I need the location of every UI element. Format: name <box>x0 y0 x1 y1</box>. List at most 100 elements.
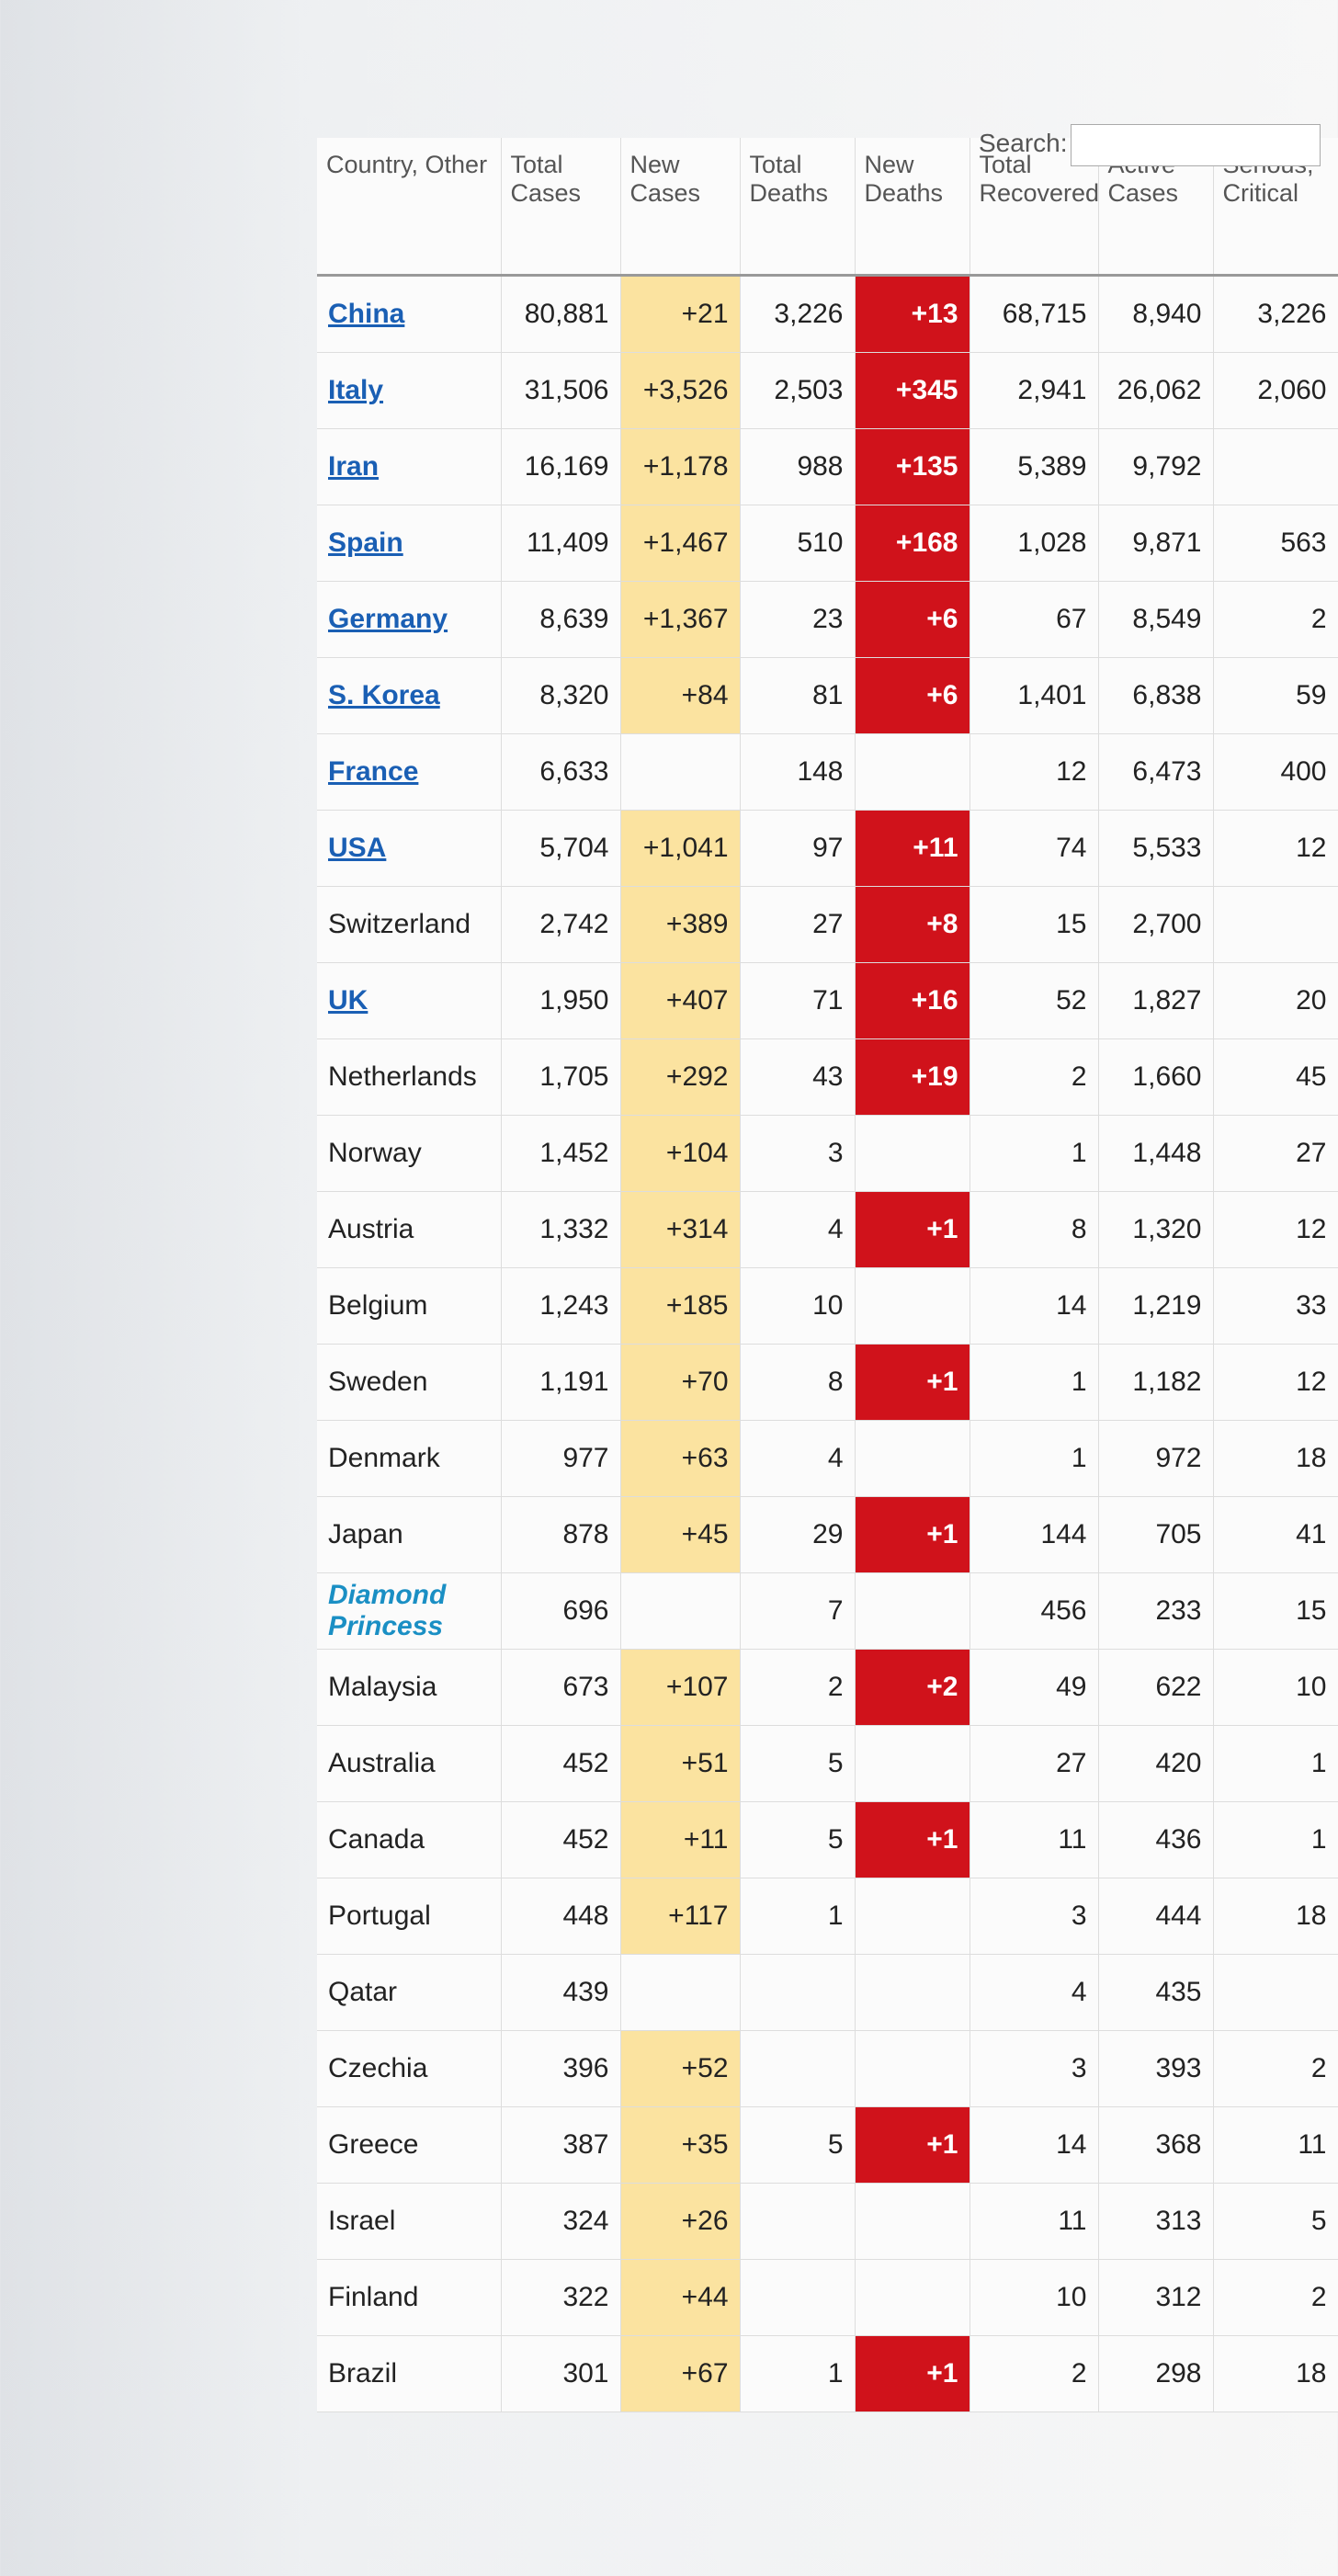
data-cell: 45 <box>1213 1038 1338 1116</box>
table-row: Japan 878 +45 29 +1 144 705 41 <box>317 1496 1338 1573</box>
table-row: Finland 322 +44 10 312 2 <box>317 2259 1338 2336</box>
table-row: Germany 8,639 +1,367 23 +6 67 8,549 2 <box>317 581 1338 658</box>
country-cell[interactable]: Germany <box>317 581 502 658</box>
data-cell: 8,639 <box>501 581 621 658</box>
data-cell: 23 <box>740 581 856 658</box>
data-cell: 420 <box>1098 1725 1214 1802</box>
data-cell: +1 <box>855 1496 970 1573</box>
country-cell[interactable]: France <box>317 733 502 811</box>
data-cell <box>855 733 970 811</box>
country-cell[interactable]: Iran <box>317 428 502 505</box>
data-cell: 68,715 <box>969 275 1099 353</box>
data-cell: 144 <box>969 1496 1099 1573</box>
data-cell: 97 <box>740 810 856 887</box>
data-cell: +67 <box>620 2335 741 2412</box>
data-cell: 8,940 <box>1098 275 1214 353</box>
data-cell: 673 <box>501 1649 621 1726</box>
data-cell: 324 <box>501 2183 621 2260</box>
data-cell: 444 <box>1098 1878 1214 1955</box>
table-row: USA 5,704 +1,041 97 +11 74 5,533 12 <box>317 810 1338 887</box>
data-cell: 322 <box>501 2259 621 2336</box>
data-cell: 2,700 <box>1098 886 1214 963</box>
country-cell: Portugal <box>317 1878 502 1955</box>
data-cell: 1 <box>1213 1725 1338 1802</box>
data-cell: 20 <box>1213 962 1338 1039</box>
data-cell: 12 <box>1213 810 1338 887</box>
data-cell: 1 <box>1213 1801 1338 1878</box>
data-cell: 27 <box>740 886 856 963</box>
data-cell: 1 <box>969 1344 1099 1421</box>
column-header[interactable]: New Cases <box>620 138 741 277</box>
country-cell[interactable]: Italy <box>317 352 502 429</box>
data-cell: 1,827 <box>1098 962 1214 1039</box>
data-cell: 59 <box>1213 657 1338 734</box>
data-cell: 71 <box>740 962 856 1039</box>
country-cell: Brazil <box>317 2335 502 2412</box>
data-cell: 6,838 <box>1098 657 1214 734</box>
data-cell: 7 <box>740 1572 856 1650</box>
data-cell: 2 <box>969 2335 1099 2412</box>
table-row: UK 1,950 +407 71 +16 52 1,827 20 <box>317 962 1338 1039</box>
search-input[interactable] <box>1071 124 1321 166</box>
country-cell: Qatar <box>317 1954 502 2031</box>
column-header[interactable]: New Deaths <box>855 138 970 277</box>
data-cell: 41 <box>1213 1496 1338 1573</box>
data-cell: 298 <box>1098 2335 1214 2412</box>
column-header[interactable]: Total Cases <box>501 138 621 277</box>
country-cell[interactable]: Diamond Princess <box>317 1572 502 1650</box>
country-cell[interactable]: S. Korea <box>317 657 502 734</box>
country-cell: Canada <box>317 1801 502 1878</box>
data-cell: 2,941 <box>969 352 1099 429</box>
data-cell: 3,226 <box>1213 275 1338 353</box>
data-cell: 5 <box>1213 2183 1338 2260</box>
table-row: Italy 31,506 +3,526 2,503 +345 2,941 26,062 2,0… <box>317 352 1338 429</box>
data-cell: 11 <box>969 2183 1099 2260</box>
data-cell <box>855 1420 970 1497</box>
data-cell: 9,792 <box>1098 428 1214 505</box>
data-cell: 49 <box>969 1649 1099 1726</box>
data-cell: 622 <box>1098 1649 1214 1726</box>
country-cell[interactable]: Spain <box>317 505 502 582</box>
data-cell <box>620 733 741 811</box>
data-cell: 15 <box>969 886 1099 963</box>
data-cell: +1,467 <box>620 505 741 582</box>
table-row: Netherlands 1,705 +292 43 +19 2 1,660 45 <box>317 1038 1338 1116</box>
data-cell: 448 <box>501 1878 621 1955</box>
country-cell[interactable]: USA <box>317 810 502 887</box>
data-cell: 11 <box>1213 2106 1338 2184</box>
country-cell[interactable]: UK <box>317 962 502 1039</box>
data-cell: 10 <box>1213 1649 1338 1726</box>
data-cell: +117 <box>620 1878 741 1955</box>
country-cell[interactable]: China <box>317 275 502 353</box>
data-cell: 8 <box>969 1191 1099 1268</box>
data-cell: 11 <box>969 1801 1099 1878</box>
data-cell: 452 <box>501 1725 621 1802</box>
data-cell: +1 <box>855 1801 970 1878</box>
data-cell: 2 <box>1213 2030 1338 2107</box>
data-cell <box>740 2030 856 2107</box>
data-cell: +11 <box>620 1801 741 1878</box>
data-cell: 1,660 <box>1098 1038 1214 1116</box>
data-cell: 510 <box>740 505 856 582</box>
data-cell: +84 <box>620 657 741 734</box>
data-cell: +70 <box>620 1344 741 1421</box>
data-cell: 9,871 <box>1098 505 1214 582</box>
data-cell: +6 <box>855 657 970 734</box>
data-cell <box>740 2259 856 2336</box>
data-cell: 396 <box>501 2030 621 2107</box>
column-header[interactable]: Total Deaths <box>740 138 856 277</box>
data-cell: 3 <box>740 1115 856 1192</box>
data-cell: 972 <box>1098 1420 1214 1497</box>
data-cell: 1,452 <box>501 1115 621 1192</box>
data-cell: 4 <box>740 1191 856 1268</box>
data-cell: +8 <box>855 886 970 963</box>
column-header[interactable]: Country, Other <box>317 138 502 277</box>
data-cell: 705 <box>1098 1496 1214 1573</box>
table-row: Belgium 1,243 +185 10 14 1,219 33 <box>317 1267 1338 1345</box>
data-cell <box>740 2183 856 2260</box>
table-container: Search: Country, Other Total Cases New Cas… <box>317 37 1338 2412</box>
data-cell: 1 <box>740 2335 856 2412</box>
header-row: Country, Other Total Cases New Cases Total … <box>317 138 1338 277</box>
data-cell: 29 <box>740 1496 856 1573</box>
data-cell <box>855 1572 970 1650</box>
